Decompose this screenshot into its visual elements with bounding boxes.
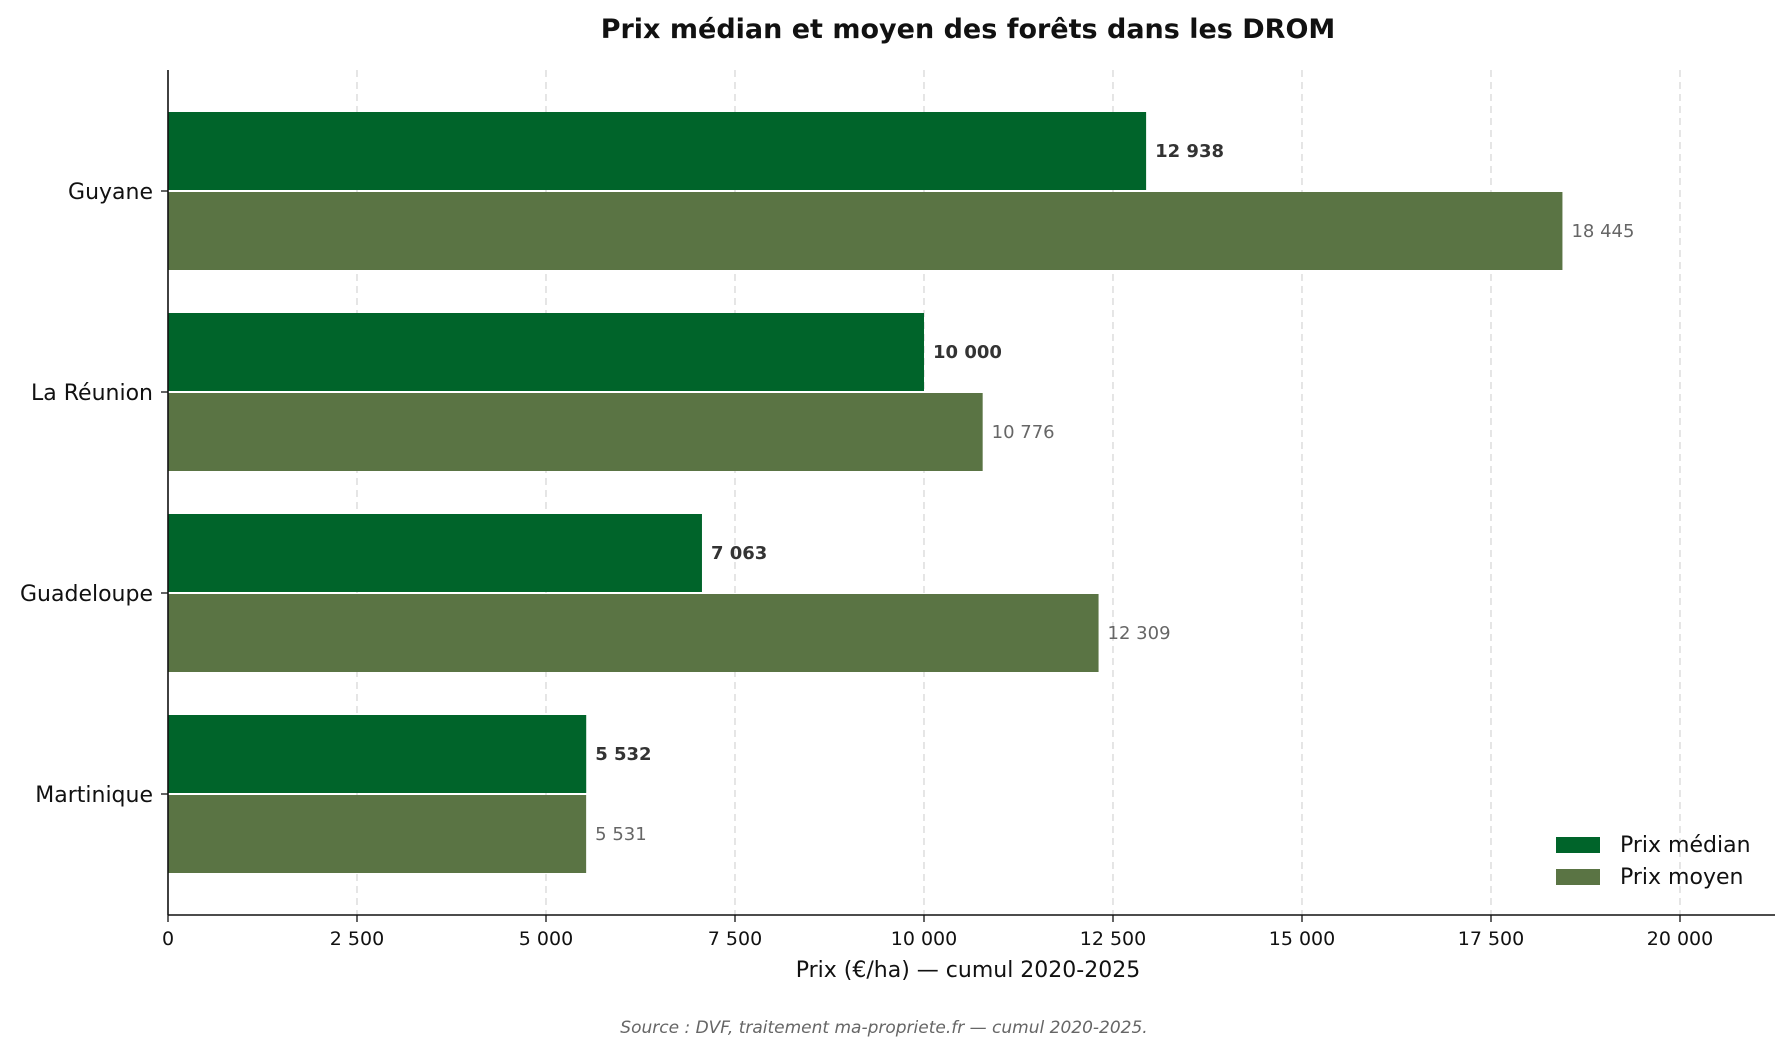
legend: Prix médian Prix moyen	[1556, 833, 1751, 890]
category-label: Guadeloupe	[20, 582, 153, 607]
x-ticks: 0 2 500 5 000 7 500 10 000 12 500 15 000 17 500…	[162, 915, 1713, 950]
category-label: La Réunion	[31, 381, 153, 406]
source-note: Source : DVF, traitement ma-propriete.fr…	[620, 1018, 1147, 1038]
value-label-median: 12 938	[1155, 141, 1224, 162]
x-tick-label: 5 000	[519, 928, 573, 950]
value-labels: 12 938 18 445 10 000 10 776 7 063 12 309 5 532…	[595, 141, 1634, 845]
x-tick-label: 2 500	[330, 928, 384, 950]
value-label-median: 10 000	[933, 342, 1002, 363]
category-label: Martinique	[35, 783, 153, 808]
grid-lines	[356, 70, 1681, 915]
value-label-mean: 10 776	[992, 422, 1055, 443]
x-tick-label: 20 000	[1647, 928, 1713, 950]
x-tick-label: 15 000	[1269, 928, 1335, 950]
value-label-mean: 18 445	[1571, 221, 1634, 242]
x-axis-label: Prix (€/ha) — cumul 2020-2025	[796, 958, 1140, 983]
legend-label: Prix médian	[1620, 833, 1751, 858]
legend-label: Prix moyen	[1620, 865, 1743, 890]
value-label-mean: 12 309	[1108, 623, 1171, 644]
chart-title: Prix médian et moyen des forêts dans les…	[601, 14, 1336, 45]
legend-swatch	[1556, 837, 1600, 853]
bar-median-3	[168, 715, 587, 793]
axes	[167, 70, 1775, 916]
legend-swatch	[1556, 869, 1600, 885]
x-tick-label: 12 500	[1080, 928, 1146, 950]
bar-mean-0	[168, 192, 1563, 270]
bar-mean-1	[168, 393, 983, 471]
bar-median-0	[168, 112, 1147, 190]
category-labels: Guyane La Réunion Guadeloupe Martinique	[20, 180, 168, 808]
bar-mean-2	[168, 594, 1099, 672]
category-label: Guyane	[68, 180, 153, 205]
value-label-mean: 5 531	[595, 824, 647, 845]
value-label-median: 7 063	[711, 543, 767, 564]
x-tick-label: 7 500	[708, 928, 762, 950]
bars	[168, 112, 1563, 873]
x-tick-label: 17 500	[1458, 928, 1524, 950]
bar-median-2	[168, 514, 702, 592]
x-tick-label: 0	[162, 928, 174, 950]
bar-mean-3	[168, 795, 587, 873]
value-label-median: 5 532	[595, 744, 651, 765]
bar-median-1	[168, 313, 924, 391]
x-tick-label: 10 000	[891, 928, 957, 950]
